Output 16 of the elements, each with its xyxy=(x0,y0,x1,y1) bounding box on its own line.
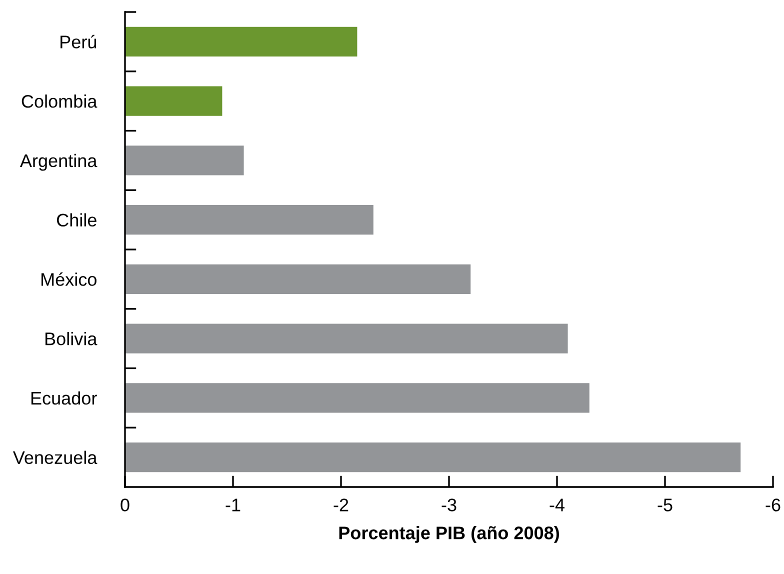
y-tick-label: Bolivia xyxy=(46,332,98,346)
x-tick-label: 0 xyxy=(120,498,130,512)
y-tick-label: Colombia xyxy=(22,94,98,108)
x-tick-label: -1 xyxy=(226,498,240,512)
y-tick-label: Venezuela xyxy=(12,450,98,464)
y-tick-label: México xyxy=(42,272,96,286)
y-tick-label: Ecuador xyxy=(31,391,97,405)
y-tick-label: Perú xyxy=(60,34,96,48)
x-tick-label: -6 xyxy=(766,498,780,512)
x-tick-label: -3 xyxy=(442,498,456,512)
x-tick-label: -2 xyxy=(334,498,348,512)
x-axis-title: Porcentaje PIB (año 2008) xyxy=(339,526,559,543)
y-tick-label: Chile xyxy=(56,213,96,227)
x-tick-label: -5 xyxy=(658,498,672,512)
x-tick-label: -4 xyxy=(550,498,564,512)
y-tick-label: Argentina xyxy=(20,154,98,171)
